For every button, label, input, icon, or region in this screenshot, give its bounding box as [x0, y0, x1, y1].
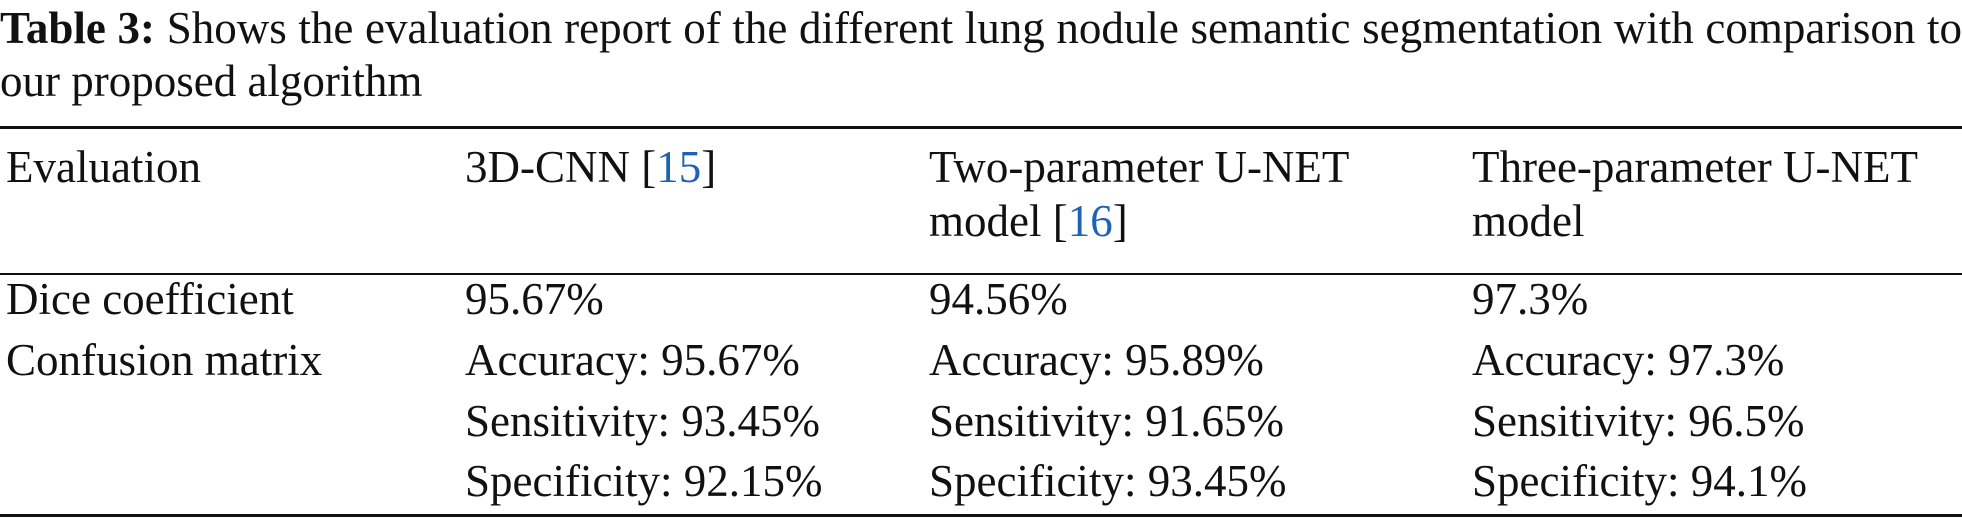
top-rule — [0, 126, 1962, 129]
caption: Table 3: Shows the evaluation report of … — [0, 2, 1962, 108]
data-cell: 95.67% — [465, 269, 905, 330]
cell-line: Accuracy: 97.3% — [1472, 335, 1785, 385]
cell-line: 94.56% — [929, 274, 1068, 324]
caption-label: Table 3: — [0, 3, 156, 53]
cell-line: Sensitivity: 91.65% — [929, 395, 1285, 446]
header-text: Two-parameter U-NET model [ — [929, 142, 1349, 246]
caption-text: Shows the evaluation report of the diffe… — [0, 3, 1962, 106]
data-cell: Accuracy: 95.67% Sensitivity: 93.45% Speci… — [465, 330, 905, 512]
header-text: Three-parameter U-NET model — [1472, 142, 1918, 246]
cell-line: Sensitivity: 96.5% — [1472, 395, 1805, 446]
cell-line: Dice coefficient — [6, 274, 294, 324]
header-text: 3D-CNN [ — [465, 142, 657, 192]
data-cell: 97.3% — [1472, 269, 1962, 330]
cell-line: Specificity: 93.45% — [929, 456, 1287, 506]
header-rule — [0, 273, 1962, 275]
row-label: Confusion matrix — [6, 330, 446, 391]
cell-line: Accuracy: 95.89% — [929, 335, 1264, 385]
header-text: ] — [1112, 196, 1128, 246]
header-text: ] — [701, 142, 717, 192]
bottom-rule — [0, 514, 1962, 517]
cell-line: 97.3% — [1472, 274, 1589, 324]
header-cell: 3D-CNN [15] — [465, 140, 905, 194]
citation-link[interactable]: 15 — [656, 142, 702, 192]
cell-line: Accuracy: 95.67% — [465, 335, 800, 385]
header-cell: Evaluation — [6, 140, 446, 194]
data-cell: Accuracy: 95.89% Sensitivity: 91.65% Speci… — [929, 330, 1449, 512]
cell-line: Specificity: 94.1% — [1472, 456, 1807, 506]
data-cell: 94.56% — [929, 269, 1449, 330]
citation-link[interactable]: 16 — [1067, 196, 1113, 246]
row-label: Dice coefficient — [6, 269, 446, 330]
cell-line: Confusion matrix — [6, 335, 323, 385]
cell-line: 95.67% — [465, 274, 604, 324]
cell-line: Sensitivity: 93.45% — [465, 395, 821, 446]
header-cell: Two-parameter U-NET model [16] — [929, 140, 1449, 248]
cell-line: Specificity: 92.15% — [465, 456, 823, 506]
header-text: Evaluation — [6, 142, 201, 192]
data-cell: Accuracy: 97.3% Sensitivity: 96.5% Specifi… — [1472, 330, 1962, 512]
header-cell: Three-parameter U-NET model — [1472, 140, 1962, 248]
